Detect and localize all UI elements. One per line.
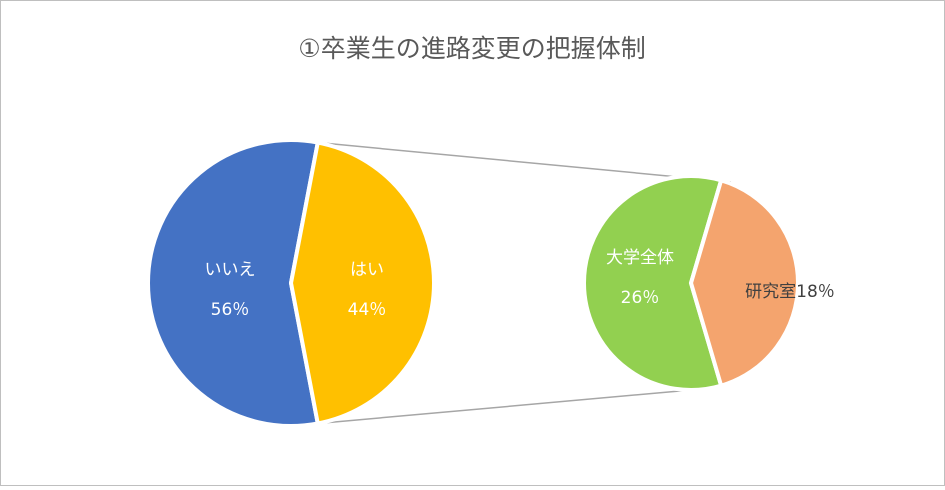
value-label: 44％	[348, 300, 387, 320]
value-label: 26％	[621, 288, 660, 308]
pie-slice	[146, 138, 321, 428]
pie-slice	[288, 140, 436, 426]
value-label: 56％	[211, 300, 250, 320]
data-label: 研究室18％	[745, 282, 835, 302]
value-label: 18％	[796, 282, 835, 302]
category-label: はい	[350, 260, 384, 280]
category-label: 研究室	[745, 282, 796, 302]
chart-title: ①卒業生の進路変更の把握体制	[298, 34, 645, 63]
category-label: 大学全体	[606, 248, 674, 268]
connector-line	[317, 389, 692, 425]
connector-line	[317, 141, 732, 183]
category-label: いいえ	[205, 260, 256, 280]
pie-slice	[582, 174, 724, 392]
pie-slice	[688, 177, 800, 389]
